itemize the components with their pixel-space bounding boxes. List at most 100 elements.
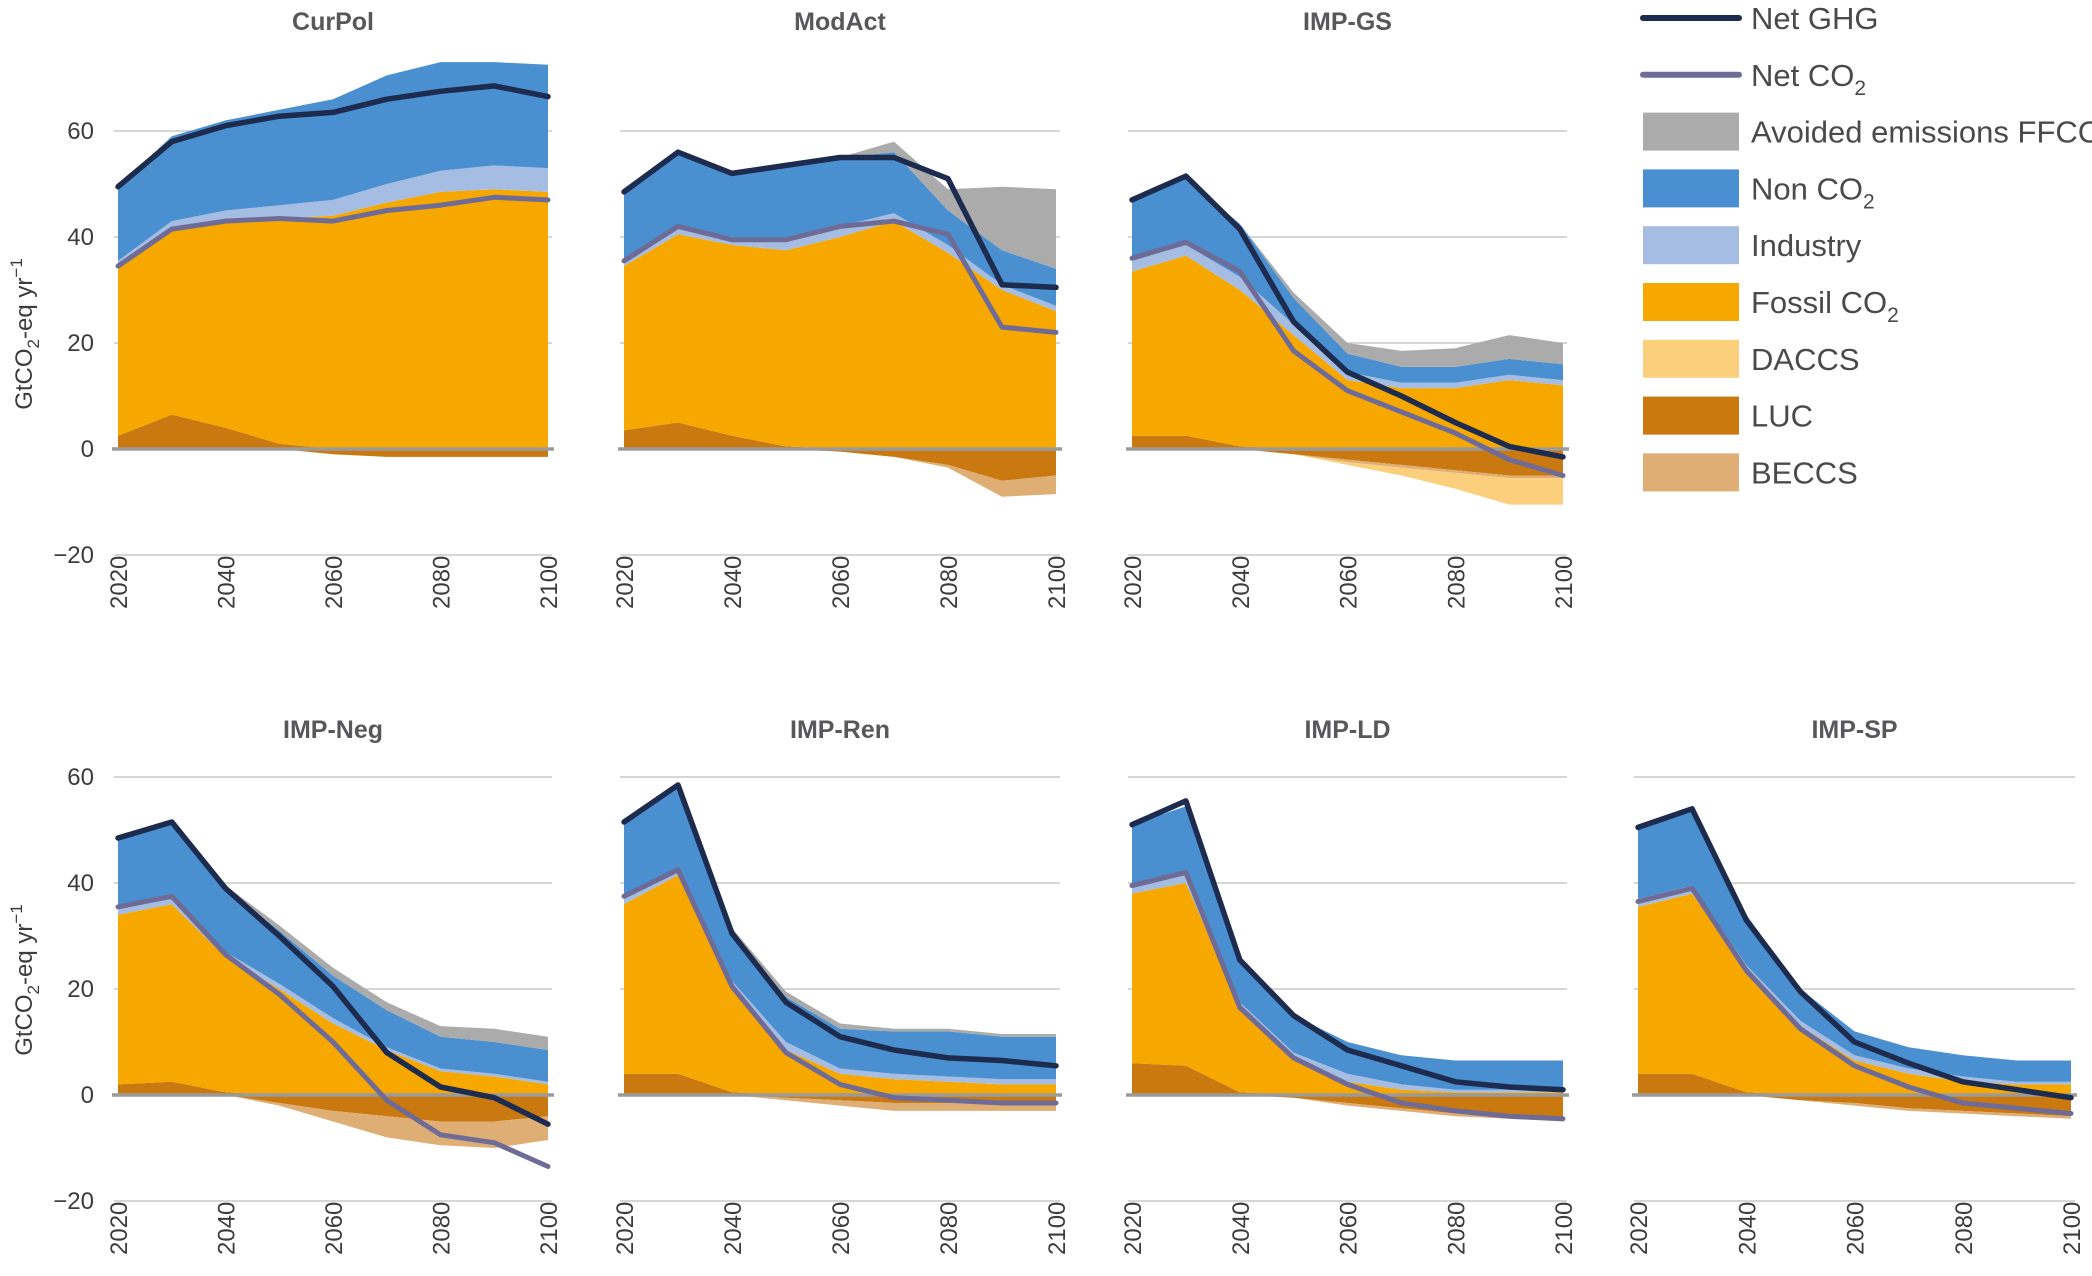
x-tick-label: 2100: [536, 1202, 563, 1255]
x-tick-label: 2020: [1120, 1202, 1147, 1255]
area-luc: [118, 449, 548, 457]
panel-title: IMP-Neg: [283, 716, 383, 744]
legend-item-non-co2: Non CO2: [1643, 169, 1875, 213]
area-non-co2: [624, 152, 1056, 306]
net-ghg-line: [1129, 798, 1566, 1093]
area-fossil-co2: [624, 221, 1056, 449]
area-luc: [118, 414, 548, 449]
area-industry: [118, 165, 548, 267]
x-tick-label: 2060: [321, 1202, 348, 1255]
panel-title: CurPol: [292, 8, 374, 36]
panel-imp-ren: IMP-Ren 2020 2040 2060 2080 2100: [612, 716, 1071, 1255]
area-luc: [1638, 1095, 2071, 1117]
area-fossil-co2: [1638, 893, 2071, 1095]
area-fossil-co2: [1132, 883, 1563, 1095]
y-tick-label: 40: [67, 870, 94, 897]
x-tick-label: 2080: [936, 1202, 963, 1255]
legend-swatch: [1643, 453, 1739, 492]
area-beccs: [1132, 1095, 1563, 1122]
legend: Net GHG Net CO2 Avoided emissions FFCCS Non…: [1640, 1, 2092, 492]
panel-title: ModAct: [794, 8, 886, 36]
legend-label: Avoided emissions FFCCS: [1751, 115, 2092, 150]
area-non-co2: [1638, 808, 2071, 1082]
area-fossil-co2: [118, 904, 548, 1095]
y-tick-label: 0: [81, 436, 94, 463]
area-daccs: [1132, 449, 1563, 505]
x-tick-label: 2080: [1443, 556, 1470, 609]
x-tick-label: 2040: [1228, 1202, 1255, 1255]
area-luc: [1638, 1073, 2071, 1095]
x-tick-label: 2020: [612, 1202, 639, 1255]
legend-swatch: [1643, 283, 1739, 321]
x-tick-label: 2060: [1336, 556, 1363, 609]
area-luc: [1132, 449, 1563, 476]
area-luc: [624, 449, 1056, 481]
x-tick-label: 2080: [429, 556, 456, 609]
legend-swatch: [1643, 169, 1739, 208]
x-tick-label: 2020: [106, 1202, 133, 1255]
x-tick-label: 2060: [828, 1202, 855, 1255]
area-fossil-co2: [118, 189, 548, 450]
panel-title: IMP-SP: [1811, 716, 1897, 744]
net-co2-line: [621, 867, 1059, 1106]
x-tick-label: 2080: [429, 1202, 456, 1255]
y-axis-label: GtCO2-eq yr−1: [7, 258, 43, 410]
legend-item-luc: LUC: [1643, 396, 1813, 435]
x-tick-label: 2040: [214, 1202, 241, 1255]
net-co2-line: [1129, 869, 1566, 1122]
legend-item-beccs: BECCS: [1643, 453, 1858, 492]
x-tick-label: 2080: [1443, 1202, 1470, 1255]
legend-label: Net GHG: [1751, 1, 1878, 36]
area-non-co2: [118, 822, 548, 1082]
legend-label: Industry: [1751, 228, 1862, 263]
net-ghg-line: [115, 819, 551, 1127]
x-tick-label: 2080: [1951, 1202, 1978, 1255]
area-beccs: [624, 1095, 1056, 1111]
y-tick-label: 0: [81, 1082, 94, 1109]
area-beccs: [624, 449, 1056, 497]
legend-label: DACCS: [1751, 342, 1860, 377]
x-tick-label: 2040: [720, 556, 747, 609]
x-tick-label: 2060: [321, 556, 348, 609]
y-tick-label: −20: [53, 542, 94, 569]
net-co2-line: [621, 218, 1059, 335]
net-co2-line: [115, 893, 551, 1169]
y-axis-label: GtCO2-eq yr−1: [7, 904, 43, 1056]
panel-title: IMP-LD: [1304, 716, 1390, 744]
x-tick-label: 2040: [1734, 1202, 1761, 1255]
net-co2-line: [1635, 885, 2074, 1116]
legend-swatch: [1643, 226, 1739, 265]
area-avoided-ffccs: [1132, 178, 1563, 367]
x-tick-label: 2100: [2059, 1202, 2086, 1255]
legend-item-avoided-ffccs: Avoided emissions FFCCS: [1643, 112, 2092, 151]
area-luc: [624, 422, 1056, 449]
x-tick-label: 2040: [214, 556, 241, 609]
legend-label: BECCS: [1751, 455, 1858, 490]
area-avoided-ffccs: [624, 141, 1056, 269]
panel-imp-gs: IMP-GS 2020 2040 2060 2080 2100: [1120, 8, 1578, 609]
x-tick-label: 2100: [536, 556, 563, 609]
area-fossil-co2: [624, 875, 1056, 1095]
net-co2-line: [1129, 239, 1566, 478]
x-tick-label: 2020: [1120, 556, 1147, 609]
legend-swatch: [1643, 112, 1739, 151]
area-beccs: [1132, 449, 1563, 479]
area-luc: [624, 1073, 1056, 1095]
legend-item-fossil-co2: Fossil CO2: [1643, 283, 1899, 327]
panel-imp-ld: IMP-LD 2020 2040 2060 2080 2100: [1120, 716, 1578, 1255]
area-luc: [1132, 1063, 1563, 1095]
area-luc: [118, 1095, 548, 1122]
area-beccs: [1638, 1095, 2071, 1119]
legend-swatch: [1643, 339, 1739, 378]
y-tick-label: 20: [67, 330, 94, 357]
y-tick-label: 20: [67, 976, 94, 1003]
net-co2-line: [115, 194, 551, 269]
panel-modact: ModAct 2020 2040 2060 2080 2100: [612, 8, 1071, 609]
x-tick-label: 2060: [828, 556, 855, 609]
x-tick-label: 2100: [1044, 1202, 1071, 1255]
legend-label: Non CO2: [1751, 171, 1875, 213]
panel-imp-sp: IMP-SP 2020 2040 2060 2080 2100: [1626, 716, 2086, 1255]
y-tick-label: 40: [67, 224, 94, 251]
